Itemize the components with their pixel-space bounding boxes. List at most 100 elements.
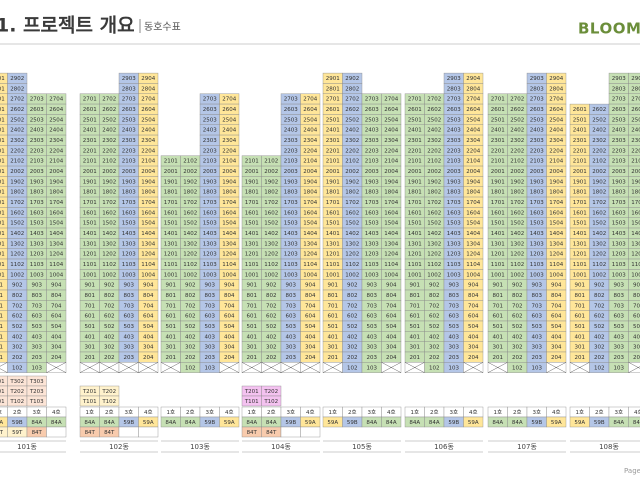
unit-cell-label: 702 [594, 303, 605, 309]
unit-cell-label: 1603 [203, 210, 217, 216]
unit-cell-label: 2103 [365, 159, 379, 165]
unit-cell-label: 2104 [466, 159, 480, 165]
unit-cell-label: 203 [286, 355, 297, 361]
unit-cell-label: 1004 [303, 272, 317, 278]
unit-cell-label: 1503 [612, 221, 626, 227]
unit-cell-label: 201 [493, 355, 504, 361]
unit-cell-label: 2502 [102, 117, 116, 123]
unit-cell-label: 2604 [141, 107, 155, 113]
unit-cell-label: 2402 [102, 128, 116, 134]
unit-cell-label: 402 [594, 334, 605, 340]
unit-cell-label: 2303 [30, 138, 44, 144]
unit-cell-label: 603 [449, 314, 460, 320]
unit-cell-label: 1501 [0, 221, 5, 227]
unit-cell-label: 2002 [510, 169, 524, 175]
unit-cell-label: 102 [347, 365, 358, 371]
unit-cell-label: 1302 [10, 241, 24, 247]
unit-cell-label: 1701 [0, 200, 5, 206]
unit-cell-label: 2202 [10, 148, 24, 154]
unit-cell-label: 403 [205, 334, 216, 340]
unit-cell-label: 2604 [549, 107, 563, 113]
unit-cell-label: 2303 [365, 138, 379, 144]
unit-cell-label: 2603 [365, 107, 379, 113]
unit-cell-label: 701 [410, 303, 421, 309]
unit-cell-label: 1204 [222, 252, 236, 258]
unit-cell-label: 1602 [427, 210, 441, 216]
unit-cell-label: 304 [305, 345, 316, 351]
unit-cell-label: 1703 [284, 200, 298, 206]
type-cell-label: 59B [204, 420, 215, 426]
unit-cell-label: 2704 [384, 97, 398, 103]
type-cell-label: 84A [185, 420, 196, 426]
unit-cell-label: 304 [224, 345, 235, 351]
unit-cell-label: 2001 [491, 169, 505, 175]
ho-cell-label: 2호 [430, 409, 439, 416]
unit-cell-label: 1203 [284, 252, 298, 258]
unit-cell-label: 2701 [408, 97, 422, 103]
unit-cell-label: 1804 [631, 190, 640, 196]
unit-cell-label: 1302 [427, 241, 441, 247]
unit-cell-label: 2601 [491, 107, 505, 113]
unit-cell-label: 1102 [510, 262, 524, 268]
type-cell-label: 59T [12, 430, 23, 436]
unit-cell-label: 703 [124, 303, 135, 309]
unit-cell-label: 1704 [303, 200, 317, 206]
unit-cell-label: 2701 [83, 97, 97, 103]
unit-cell-label: 501 [493, 324, 504, 330]
unit-cell-label: 303 [286, 345, 297, 351]
unit-cell-label: 1904 [384, 179, 398, 185]
unit-cell-label: 1002 [427, 272, 441, 278]
void-cross [280, 362, 301, 373]
unit-cell-label: 1203 [30, 252, 44, 258]
unit-cell-label: 2704 [466, 97, 480, 103]
unit-cell-label: 1304 [49, 241, 63, 247]
townhouse-cell-label: T102 [263, 399, 278, 405]
unit-cell-label: 402 [104, 334, 115, 340]
unit-cell-label: 504 [224, 324, 235, 330]
type-cell-label: 84A [51, 420, 62, 426]
unit-cell-label: 2201 [408, 148, 422, 154]
unit-cell-label: 304 [551, 345, 562, 351]
unit-cell-label: 1604 [49, 210, 63, 216]
unit-cell-label: 703 [205, 303, 216, 309]
unit-cell-label: 203 [614, 355, 625, 361]
unit-cell-label: 1801 [408, 190, 422, 196]
type-cell-label: 84A [104, 420, 115, 426]
unit-cell-label: 2302 [427, 138, 441, 144]
unit-cell-label: 1602 [102, 210, 116, 216]
unit-cell-label: 704 [551, 303, 562, 309]
unit-cell-label: 503 [124, 324, 135, 330]
unit-cell-label: 1702 [102, 200, 116, 206]
unit-cell-label: 1802 [427, 190, 441, 196]
unit-cell-label: 1002 [345, 272, 359, 278]
page-title: 1. 프로젝트 개요 [0, 15, 135, 37]
unit-cell-label: 1904 [549, 179, 563, 185]
unit-cell-label: 1203 [447, 252, 461, 258]
unit-cell-label: 903 [367, 283, 378, 289]
type-cell-label: 84T [104, 430, 115, 436]
unit-cell-label: 903 [124, 283, 135, 289]
unit-cell-label: 203 [367, 355, 378, 361]
unit-cell-label: 103 [532, 365, 543, 371]
unit-cell-label: 403 [367, 334, 378, 340]
townhouse-cell [261, 395, 282, 407]
unit-cell-label: 2602 [102, 107, 116, 113]
townhouse-cell-label: T102 [9, 399, 24, 405]
unit-cell-label: 502 [347, 324, 358, 330]
type-cell-label: 84A [613, 420, 624, 426]
type-cell-label: 59B [285, 420, 296, 426]
unit-cell-label: 1504 [384, 221, 398, 227]
unit-cell-label: 603 [367, 314, 378, 320]
unit-cell-label: 1704 [549, 200, 563, 206]
unit-cell-label: 602 [12, 314, 23, 320]
unit-cell-label: 1302 [510, 241, 524, 247]
unit-cell-label: 902 [594, 283, 605, 289]
unit-cell-label: 602 [429, 314, 440, 320]
unit-cell-label: 2601 [326, 107, 340, 113]
type-cell-label: 84T [85, 430, 96, 436]
unit-cell-label: 602 [104, 314, 115, 320]
unit-cell-label: 1502 [510, 221, 524, 227]
void-cross [118, 362, 139, 373]
unit-cell-label: 201 [328, 355, 339, 361]
unit-cell-label: 1504 [141, 221, 155, 227]
